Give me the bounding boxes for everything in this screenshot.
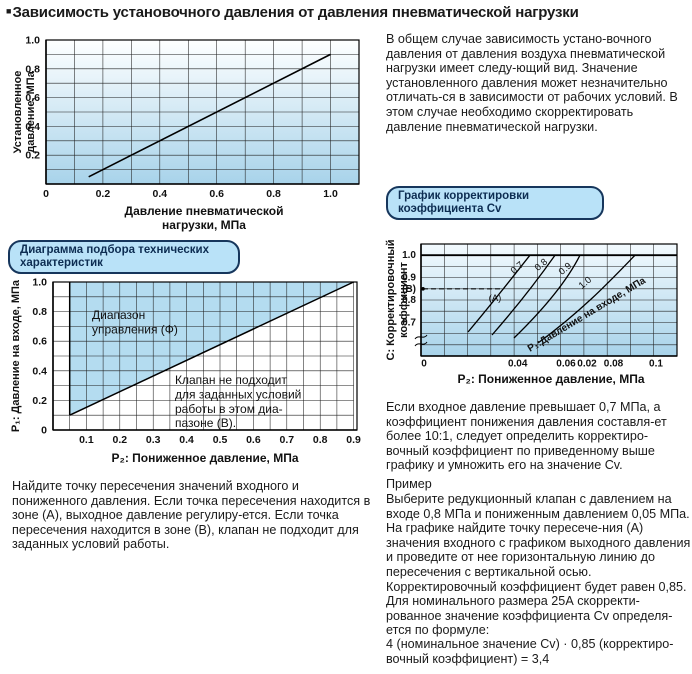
selection-note: Найдите точку пересечения значений входн… [12, 479, 371, 552]
y-tick: 0.8 [25, 63, 40, 75]
y-tick: 0.8 [402, 295, 416, 306]
x-tick: 0.02 [577, 359, 597, 370]
x-tick-labels: 0 0.04 0.06 0.02 0.08 0.1 [421, 359, 663, 370]
cv-correction-header: График корректировки коэффициента Cv [386, 186, 604, 220]
invalid-zone-line: Клапан не подходит [175, 373, 287, 387]
y-tick-labels: 0 0.2 0.4 0.6 0.8 1.0 [32, 277, 47, 437]
y-tick: 1.0 [32, 277, 47, 289]
x-tick: 0 [421, 359, 427, 370]
x-tick: 0.04 [508, 359, 528, 370]
selection-diagram-chart: Диапазон управления (Ф) Клапан не подход… [10, 277, 361, 466]
y-tick: 0.4 [32, 365, 47, 377]
cv-correction-header-line1: График корректировки [398, 190, 530, 202]
intro-paragraph: В общем случае зависимость устано-вочног… [386, 32, 678, 134]
invalid-zone-label: Клапан не подходит для заданных условий … [175, 373, 301, 430]
cv-note: Если входное давление превышает 0,7 МПа,… [386, 400, 667, 473]
invalid-zone-line: пазоне (В). [175, 416, 236, 430]
x-tick: 0.06 [556, 359, 576, 370]
y-tick: 1.0 [402, 250, 416, 261]
example-body: Выберите редукционный клапан с давлением… [386, 492, 691, 638]
control-zone-area [69, 282, 354, 416]
y-tick: 0.6 [25, 92, 40, 104]
x-tick: 0.1 [79, 434, 94, 446]
x-tick: 0.5 [213, 434, 228, 446]
p1-curve-0.8 [491, 254, 556, 336]
y-tick: 0.2 [32, 395, 47, 407]
control-zone-label: Диапазон [92, 308, 145, 322]
x-tick-labels: 0 0.2 0.4 0.6 0.8 1.0 [43, 188, 338, 200]
x-tick: 0.08 [604, 359, 624, 370]
x-axis-title: P₂: Пониженное давление, МПа [457, 372, 644, 386]
y-tick: 0.2 [25, 150, 40, 162]
p1-curve-0.7 [467, 254, 531, 333]
x-tick: 0.8 [266, 188, 281, 200]
y-tick: (B) [402, 284, 416, 295]
cv-correction-header-line2: коэффициента Cv [398, 202, 502, 215]
x-tick-labels: 0.1 0.2 0.3 0.4 0.5 0.6 0.7 0.8 0.9 [79, 434, 361, 446]
x-tick: 0.4 [179, 434, 194, 446]
axis-break-icon [414, 334, 428, 347]
set-pressure-vs-load-chart: 0 0.2 0.4 0.6 0.8 1.0 0.2 0.4 0.6 0.8 1.… [12, 35, 360, 232]
y-tick: 0.9 [402, 273, 416, 284]
invalid-zone-line: для заданных условий [175, 388, 301, 402]
x-axis-title: нагрузки, МПа [162, 218, 246, 232]
axis-point [421, 287, 425, 291]
set-pressure-line [88, 53, 331, 178]
x-tick: 0.2 [96, 188, 111, 200]
x-tick: 0.9 [346, 434, 361, 446]
y-tick: 0 [41, 425, 47, 437]
y-tick-labels: 0.2 0.4 0.6 0.8 1.0 [25, 35, 40, 162]
bullet-icon: ■ [6, 6, 12, 16]
y-tick-labels: 1.0 0.9 (B) 0.8 0.7 [402, 250, 416, 328]
cv-correction-chart: (А) 0.7 0.8 0.9 1.0 P₁:Давление на входе… [385, 240, 678, 386]
x-tick: 0.4 [152, 188, 167, 200]
y-axis-title: коэффициент [398, 262, 410, 338]
y-tick: 0.6 [32, 336, 47, 348]
x-tick: 0.1 [649, 359, 663, 370]
example-header: Пример [386, 477, 432, 491]
y-axis-title: Установленное [12, 71, 24, 154]
x-tick: 0.8 [313, 434, 328, 446]
x-tick: 1.0 [323, 188, 338, 200]
x-tick: 0.3 [146, 434, 161, 446]
x-axis-title: P₂: Пониженное давление, МПа [111, 451, 298, 465]
selection-diagram-header-line2: характеристик [20, 256, 103, 269]
y-axis-title: P₁: Давление на входе, МПа [10, 279, 22, 432]
x-tick: 0.2 [112, 434, 127, 446]
boundary-line [69, 281, 354, 416]
control-zone-label: управления (Ф) [92, 323, 178, 337]
selection-diagram-header-line1: Диаграмма подбора технических [20, 244, 210, 256]
p1-curve-1.0 [537, 254, 636, 344]
selection-diagram-header: Диаграмма подбора технических характерис… [8, 240, 240, 274]
y-axis-title: С: Корректировочный [385, 240, 397, 361]
x-tick: 0.7 [279, 434, 294, 446]
y-tick: 0.7 [402, 317, 416, 328]
y-axis-title: давление, МПа [25, 70, 37, 152]
x-axis-title: Давление пневматической [125, 204, 284, 218]
invalid-zone-line: работы в этом диа- [175, 402, 283, 416]
page-title: ■ Зависимость установочного давления от … [6, 4, 688, 21]
x-tick: 0.6 [246, 434, 261, 446]
y-tick: 1.0 [25, 35, 40, 47]
x-tick: 0 [43, 188, 49, 200]
p1-curve-0.9 [513, 254, 581, 339]
y-tick: 0.8 [32, 306, 47, 318]
intersection-a-label: (А) [489, 293, 502, 304]
example-formula: 4 (номинальное значение Cv) · 0,85 (корр… [386, 637, 674, 666]
x-tick: 0.6 [209, 188, 224, 200]
page-title-text: Зависимость установочного давления от да… [12, 4, 579, 21]
y-tick: 0.4 [25, 121, 40, 133]
